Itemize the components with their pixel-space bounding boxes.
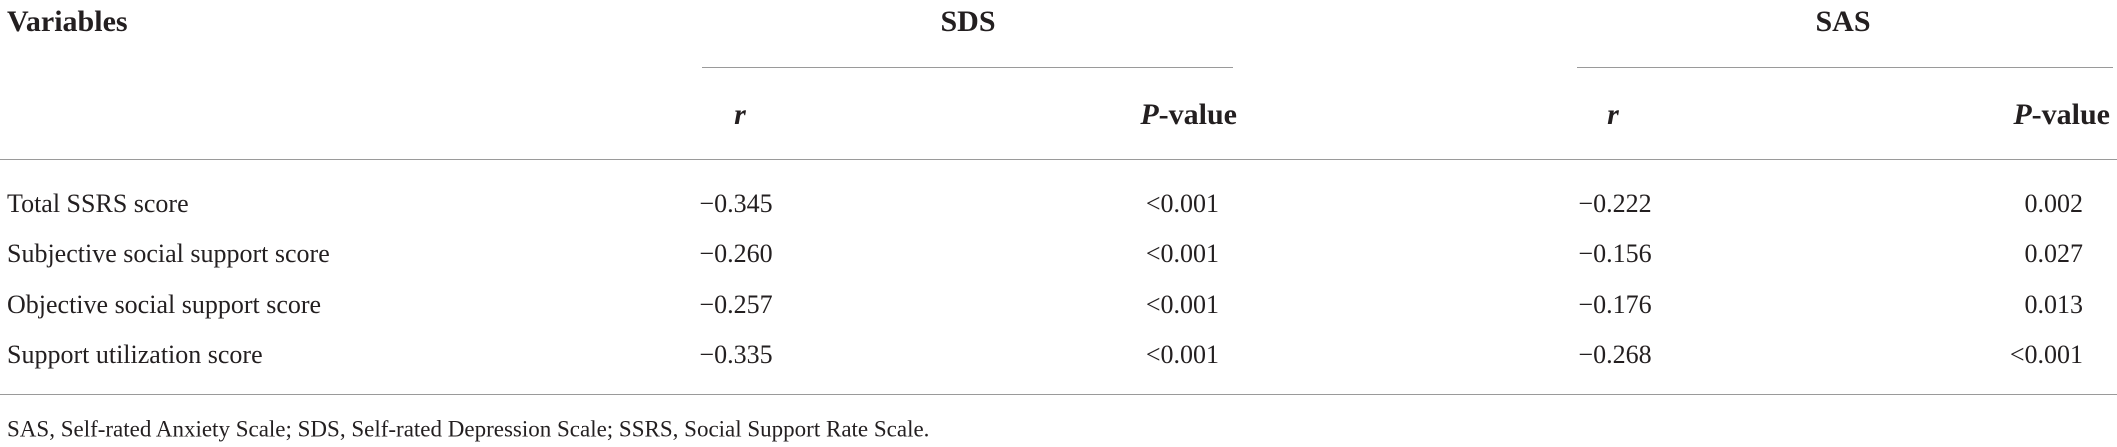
cell-value: 0.002 [2024, 189, 2084, 218]
cell-value: −0.222 [1578, 189, 1652, 218]
subheader: r [1607, 100, 1619, 130]
row-label: Objective social support score [7, 290, 322, 319]
cell-value: <0.001 [1145, 239, 1219, 268]
subheader-italic: P [1140, 98, 1159, 131]
cell-value: <0.001 [1145, 189, 1219, 218]
subheader-italic: P [2013, 98, 2032, 131]
cell-value: −0.345 [699, 189, 773, 218]
cell-value: −0.268 [1578, 340, 1652, 369]
cell-value: <0.001 [2009, 340, 2083, 369]
cell-value: 0.027 [2024, 239, 2084, 268]
subheader: r [734, 100, 746, 130]
header-variables: Variables [7, 5, 128, 38]
cell-value: <0.001 [1145, 340, 1219, 369]
cell-value: <0.001 [1145, 290, 1219, 319]
rule-sas [1577, 67, 2113, 68]
row-label: Total SSRS score [7, 189, 189, 218]
cell-value: −0.257 [699, 290, 773, 319]
cell-value: −0.156 [1578, 239, 1652, 268]
cell-value: −0.176 [1578, 290, 1652, 319]
footnote: SAS, Self-rated Anxiety Scale; SDS, Self… [7, 416, 930, 442]
header-sas: SAS [1815, 5, 1871, 38]
subheader-text: -value [2031, 98, 2110, 131]
subheader-text: -value [1158, 98, 1237, 131]
cell-value: −0.335 [699, 340, 773, 369]
subheader: P-value [1140, 100, 1237, 130]
row-label: Subjective social support score [7, 239, 330, 268]
subheader-italic: r [1607, 98, 1619, 131]
cell-value: −0.260 [699, 239, 773, 268]
cell-value: 0.013 [2024, 290, 2084, 319]
rule-header [0, 159, 2117, 160]
rule-bottom [0, 394, 2117, 395]
subheader: P-value [2013, 100, 2110, 130]
rule-sds [702, 67, 1233, 68]
subheader-italic: r [734, 98, 746, 131]
row-label: Support utilization score [7, 340, 263, 369]
header-sds: SDS [940, 5, 996, 38]
